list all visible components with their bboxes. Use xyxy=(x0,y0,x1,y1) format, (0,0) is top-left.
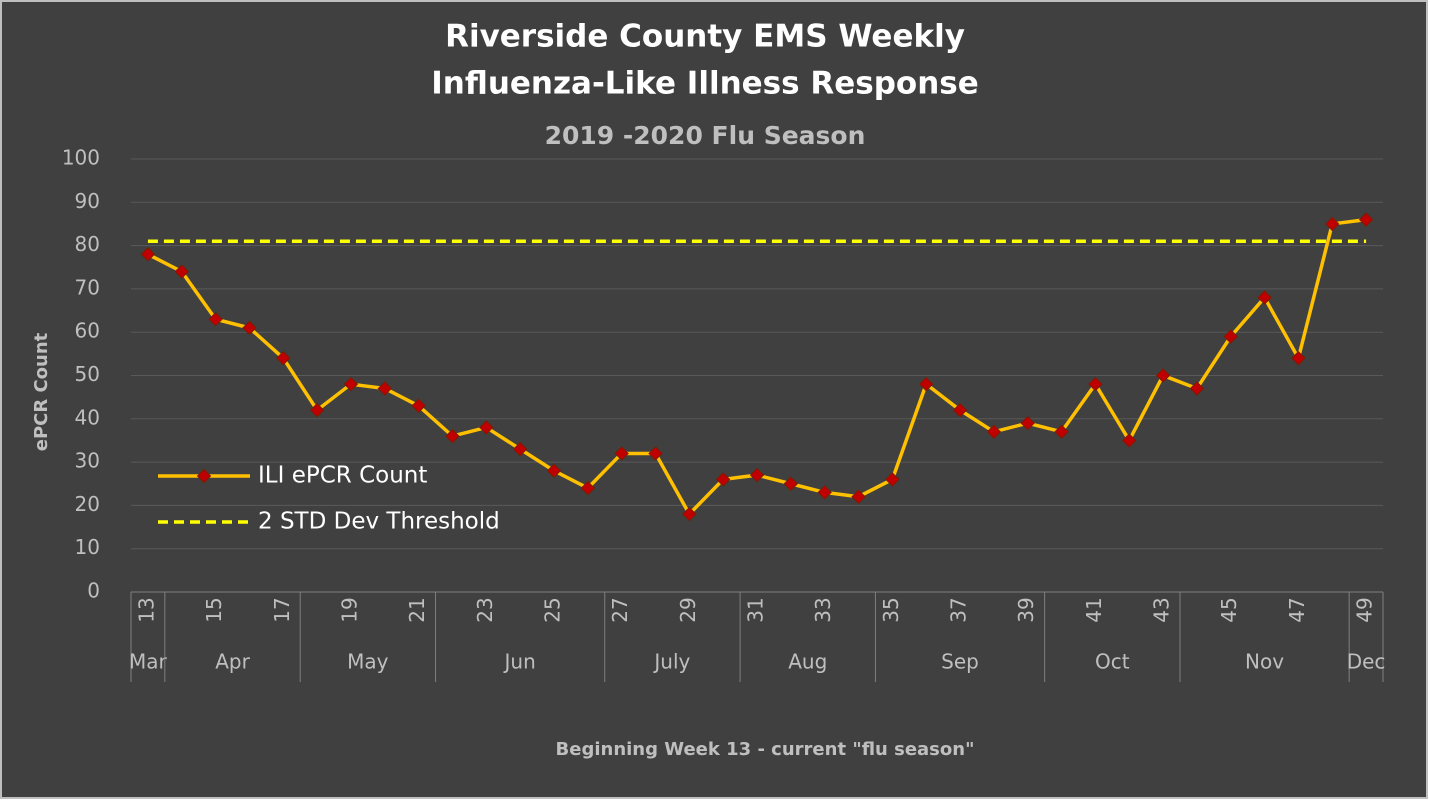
data-point xyxy=(1155,368,1171,383)
x-tick-label: 17 xyxy=(270,597,294,622)
data-point xyxy=(682,506,697,522)
x-tick-label: 35 xyxy=(879,597,903,622)
data-point xyxy=(445,428,460,444)
data-point xyxy=(851,489,866,504)
y-tick-label: 30 xyxy=(75,449,100,473)
x-tick-label: 31 xyxy=(744,597,768,622)
x-tick-label: 15 xyxy=(202,597,226,622)
month-label: Nov xyxy=(1245,650,1284,674)
data-point xyxy=(1325,216,1340,232)
data-point xyxy=(512,441,528,457)
x-tick-label: 33 xyxy=(811,597,835,622)
month-label: May xyxy=(347,650,389,674)
x-tick-label: 23 xyxy=(473,597,497,622)
data-point xyxy=(986,424,1002,439)
data-point xyxy=(309,402,325,418)
data-point xyxy=(580,480,596,496)
data-point xyxy=(614,446,629,461)
x-tick-label: 45 xyxy=(1217,597,1241,622)
x-tick-label: 13 xyxy=(134,597,158,622)
month-label: Aug xyxy=(788,650,827,674)
data-point xyxy=(411,398,426,414)
x-tick-label: 43 xyxy=(1150,597,1174,622)
data-point xyxy=(1088,376,1103,392)
x-tick-label: 27 xyxy=(608,597,632,622)
x-tick-label: 41 xyxy=(1082,597,1106,622)
data-point xyxy=(783,476,799,491)
data-point xyxy=(885,472,900,487)
data-point xyxy=(1223,329,1238,344)
chart-title: Riverside County EMS Weekly xyxy=(445,19,965,55)
data-point xyxy=(242,320,257,336)
data-point xyxy=(1291,350,1306,366)
x-tick-label: 25 xyxy=(540,597,564,622)
month-label: Mar xyxy=(129,650,168,674)
data-point xyxy=(1257,290,1272,305)
y-tick-label: 80 xyxy=(75,232,100,256)
data-point xyxy=(1054,424,1069,439)
month-label: Apr xyxy=(215,650,250,674)
y-tick-label: 40 xyxy=(75,405,100,429)
y-tick-label: 20 xyxy=(75,492,100,516)
y-tick-label: 90 xyxy=(75,189,100,213)
month-label: Dec xyxy=(1347,650,1386,674)
data-point xyxy=(1189,381,1205,396)
x-tick-label: 29 xyxy=(676,597,700,622)
legend-marker xyxy=(196,468,212,484)
y-tick-label: 50 xyxy=(75,362,100,386)
x-tick-label: 19 xyxy=(337,597,361,622)
data-point xyxy=(479,420,494,435)
data-point xyxy=(1122,433,1137,448)
x-tick-label: 39 xyxy=(1014,597,1038,622)
x-tick-label: 49 xyxy=(1353,597,1377,622)
data-point xyxy=(377,381,392,396)
y-axis-title: ePCR Count xyxy=(31,332,52,451)
x-tick-label: 47 xyxy=(1285,597,1309,622)
data-point xyxy=(1020,415,1035,431)
data-point xyxy=(1358,212,1374,227)
data-point xyxy=(174,264,189,279)
data-point xyxy=(715,472,731,487)
x-tick-label: 37 xyxy=(947,597,971,622)
data-point xyxy=(749,467,765,483)
data-point xyxy=(817,485,832,500)
y-tick-label: 60 xyxy=(75,319,100,343)
legend-label: ILI ePCR Count xyxy=(258,463,427,489)
month-label: Jun xyxy=(503,650,536,674)
legend-label: 2 STD Dev Threshold xyxy=(258,509,500,535)
month-label: Oct xyxy=(1095,650,1130,674)
x-tick-label: 21 xyxy=(405,597,429,622)
data-point xyxy=(546,463,562,478)
y-tick-label: 100 xyxy=(62,146,100,170)
y-tick-label: 10 xyxy=(75,535,100,559)
data-point xyxy=(952,402,968,418)
data-point xyxy=(648,446,663,461)
month-label: July xyxy=(652,650,690,674)
y-tick-label: 70 xyxy=(75,275,100,299)
month-label: Sep xyxy=(941,650,979,674)
chart-subtitle: 2019 -2020 Flu Season xyxy=(545,121,866,150)
data-point xyxy=(140,247,156,262)
chart-title: Influenza-Like Illness Response xyxy=(431,66,979,102)
data-point xyxy=(343,376,359,392)
y-tick-label: 0 xyxy=(87,579,100,603)
data-point xyxy=(276,350,291,366)
x-axis-title: Beginning Week 13 - current "flu season" xyxy=(556,739,975,760)
data-point xyxy=(918,376,934,392)
data-point xyxy=(208,312,223,327)
